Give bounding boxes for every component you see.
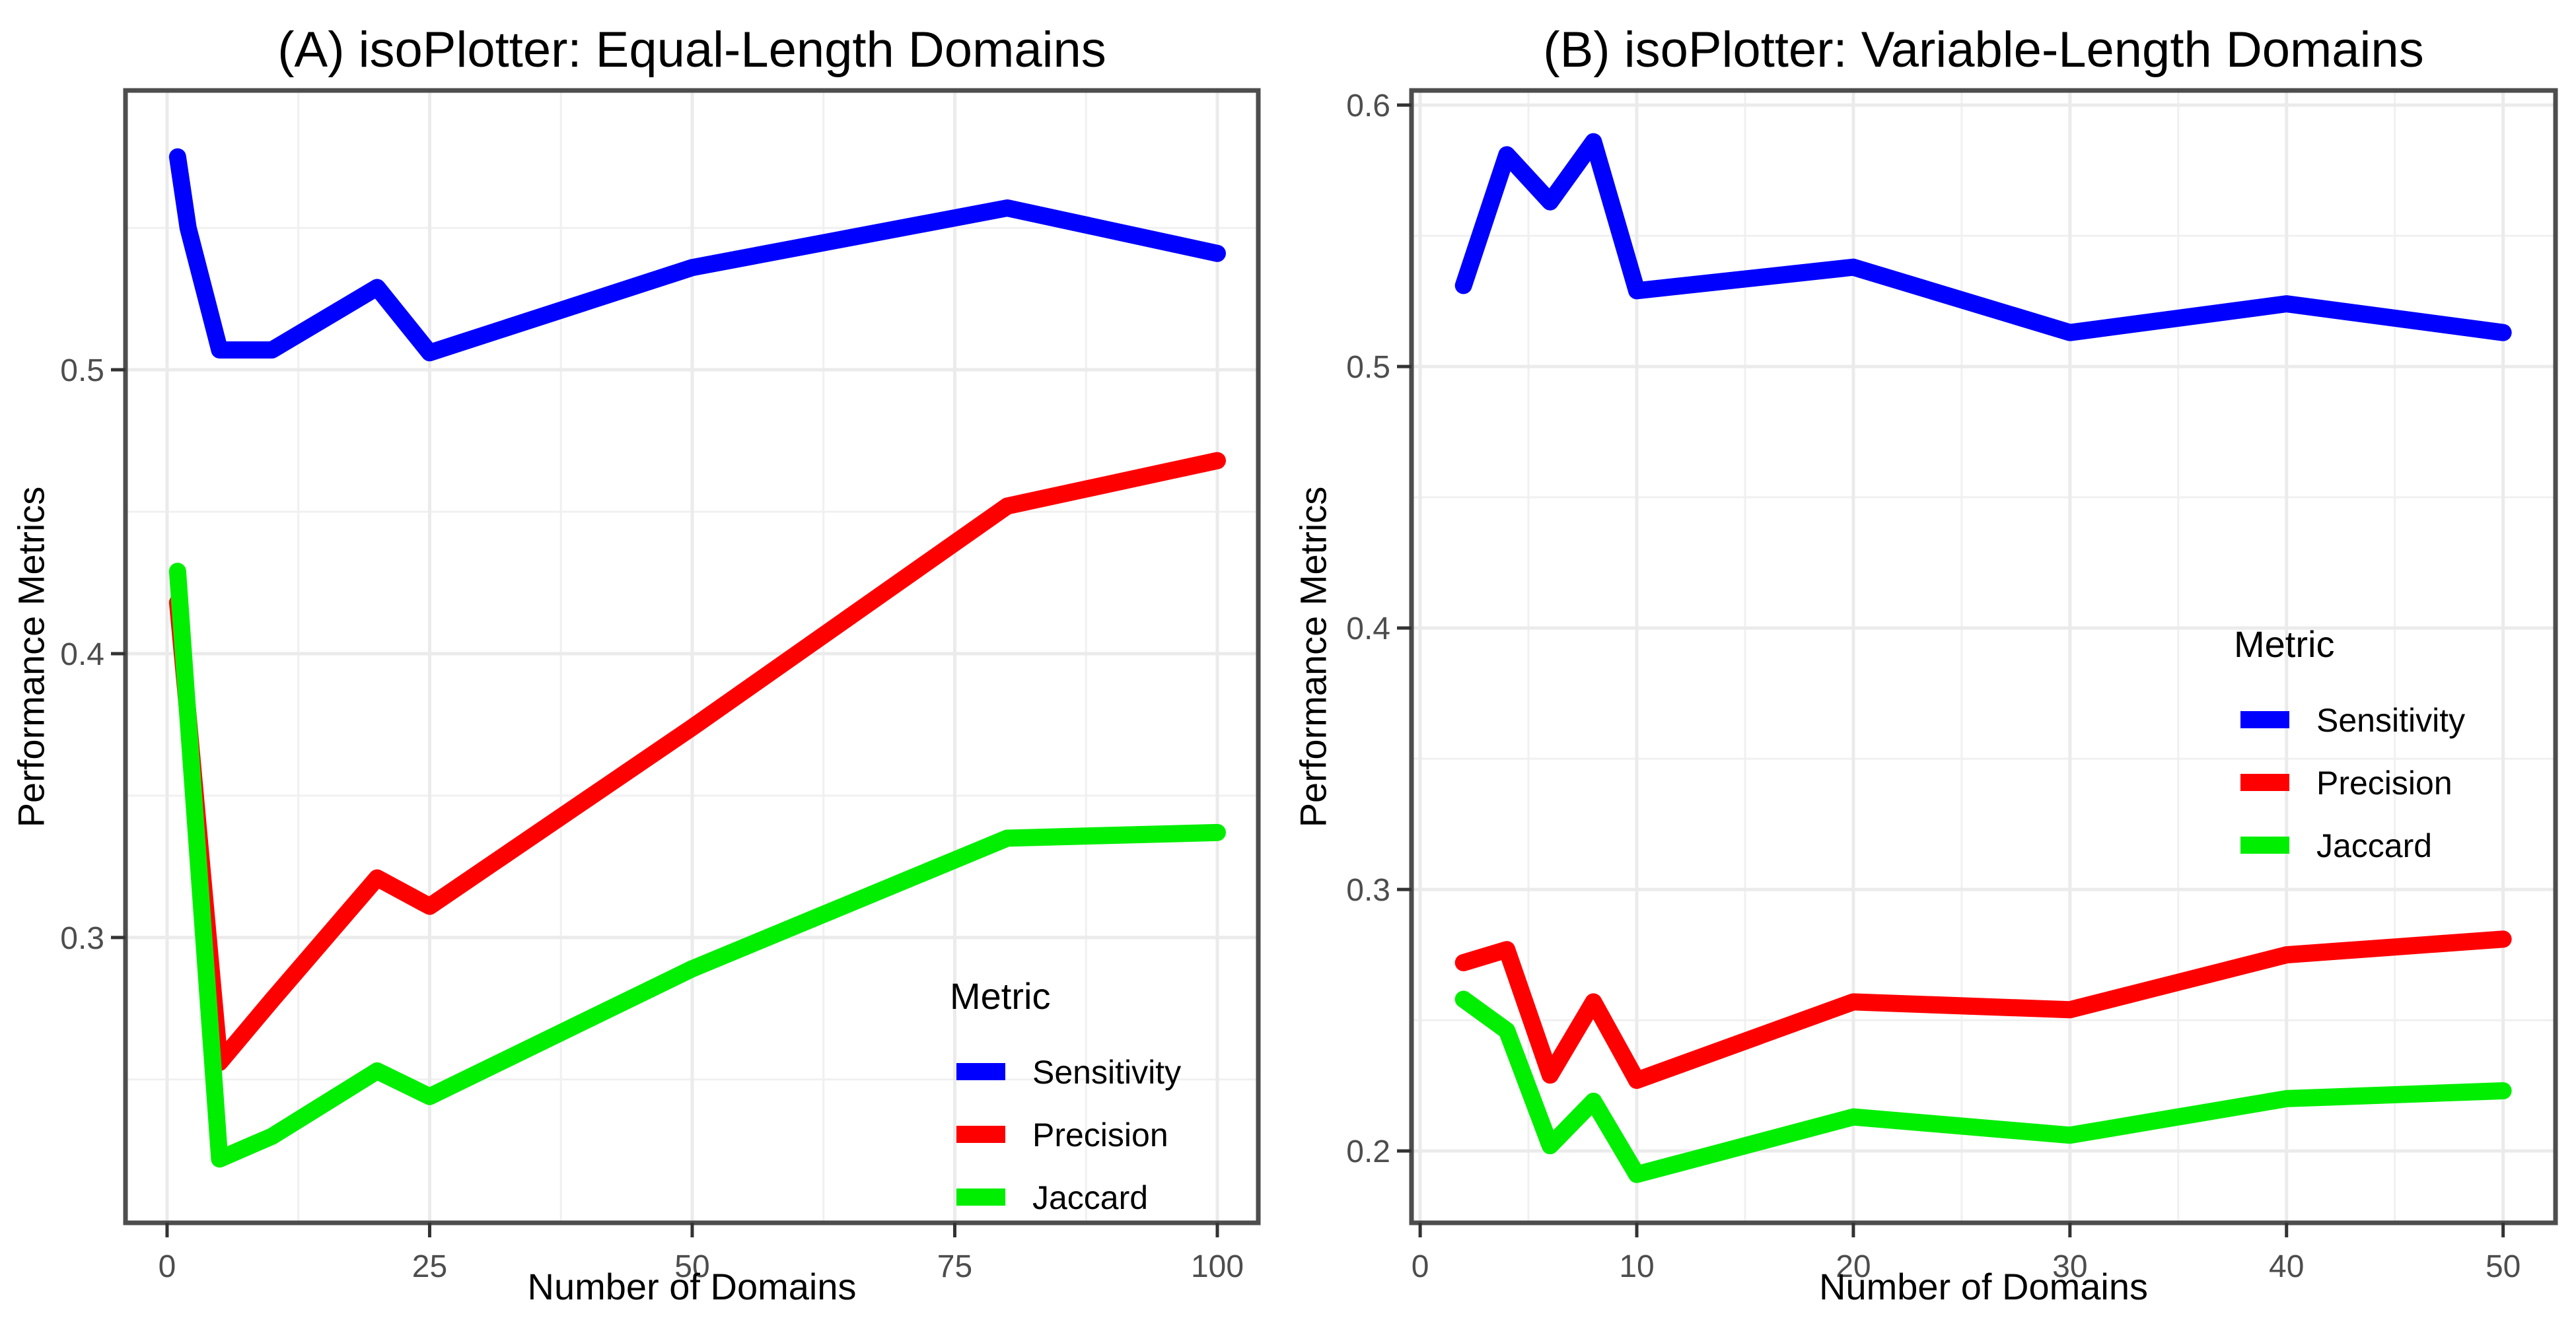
panel-b-legend-title: Metric bbox=[2234, 623, 2334, 665]
panel-b-border bbox=[1409, 88, 2558, 1225]
panel-b-x-tick-label: 50 bbox=[2486, 1249, 2521, 1284]
panel-b-legend-label-jaccard: Jaccard bbox=[2316, 827, 2432, 864]
panel-a-x-tick-label: 50 bbox=[674, 1249, 709, 1284]
panel-b-x-tick-label: 30 bbox=[2052, 1249, 2087, 1284]
panel-b-legend-label-sensitivity: Sensitivity bbox=[2316, 702, 2465, 739]
panel-b-series-precision-line bbox=[1454, 930, 2512, 1089]
panel-b-title: (B) isoPlotter: Variable-Length Domains bbox=[1543, 22, 2424, 78]
panel-a-legend-label-precision: Precision bbox=[1032, 1117, 1168, 1154]
panel-a-tick-labels: 0 25 50 75 100 0.3 0.4 0.5 bbox=[60, 353, 1244, 1284]
panel-b-grid-major bbox=[1412, 90, 2556, 1223]
panel-a-x-tick-label: 0 bbox=[159, 1249, 176, 1284]
panel-b-axis-ticks bbox=[1397, 103, 2505, 1237]
panel-a-x-tick-label: 25 bbox=[412, 1249, 447, 1284]
panel-a-axis-ticks bbox=[111, 368, 1219, 1237]
panel-b-x-tick-label: 0 bbox=[1412, 1249, 1429, 1284]
panel-a-y-tick-label: 0.5 bbox=[60, 353, 104, 388]
panel-b-legend-key-sensitivity bbox=[2240, 711, 2289, 728]
panel-a-x-tick-label: 75 bbox=[937, 1249, 972, 1284]
panel-b-y-tick-label: 0.5 bbox=[1346, 350, 1390, 385]
panel-a-legend-key-jaccard bbox=[956, 1188, 1005, 1206]
panel-a-x-axis-title: Number of Domains bbox=[527, 1266, 857, 1307]
panel-a-title: (A) isoPlotter: Equal-Length Domains bbox=[277, 22, 1106, 78]
panel-a: 0 25 50 75 100 0.3 0.4 0.5 Metric Sensitivity Prec… bbox=[60, 88, 1261, 1284]
panel-a-y-axis-title: Performance Metrics bbox=[10, 486, 52, 828]
panel-b-x-tick-label: 10 bbox=[1619, 1249, 1654, 1284]
panel-b-y-tick-label: 0.3 bbox=[1346, 873, 1390, 908]
panel-a-legend-label-jaccard: Jaccard bbox=[1032, 1179, 1148, 1216]
panel-a-y-tick-label: 0.4 bbox=[60, 637, 104, 672]
panel-b-x-tick-label: 40 bbox=[2269, 1249, 2304, 1284]
panel-b-legend-label-precision: Precision bbox=[2316, 765, 2452, 802]
panel-a-x-tick-label: 100 bbox=[1191, 1249, 1244, 1284]
panel-a-series-sensitivity-line bbox=[168, 148, 1226, 362]
panel-b-tick-labels: 0 10 20 30 40 50 0.2 0.3 0.4 0.5 0.6 bbox=[1346, 88, 2521, 1284]
panel-a-y-tick-label: 0.3 bbox=[60, 921, 104, 956]
panel-b-legend: Metric Sensitivity Precision Jaccard bbox=[2234, 623, 2465, 864]
panel-b: 0 10 20 30 40 50 0.2 0.3 0.4 0.5 0.6 Metric Sensitiv… bbox=[1346, 88, 2558, 1284]
panel-a-grid-major bbox=[125, 90, 1258, 1223]
panel-b-legend-key-jaccard bbox=[2240, 837, 2289, 854]
panel-a-legend-title: Metric bbox=[950, 975, 1050, 1017]
panel-b-x-tick-label: 20 bbox=[1836, 1249, 1871, 1284]
panel-b-legend-key-precision bbox=[2240, 774, 2289, 791]
panel-b-y-axis-title: Performance Metrics bbox=[1292, 486, 1334, 828]
panel-b-y-tick-label: 0.6 bbox=[1346, 88, 1390, 123]
panel-b-y-tick-label: 0.2 bbox=[1346, 1134, 1390, 1169]
panel-b-series-jaccard-line bbox=[1454, 990, 2512, 1183]
panel-b-plot-background bbox=[1412, 90, 2556, 1223]
panel-a-legend: Metric Sensitivity Precision Jaccard bbox=[950, 975, 1181, 1216]
panel-b-series-sensitivity-line bbox=[1454, 133, 2512, 341]
panel-a-legend-label-sensitivity: Sensitivity bbox=[1032, 1054, 1181, 1091]
panel-b-x-axis-title: Number of Domains bbox=[1819, 1266, 2148, 1307]
panel-b-y-tick-label: 0.4 bbox=[1346, 611, 1390, 646]
panel-a-series-jaccard-line bbox=[168, 563, 1226, 1168]
panel-a-legend-key-precision bbox=[956, 1126, 1005, 1143]
panel-a-legend-key-sensitivity bbox=[956, 1063, 1005, 1080]
